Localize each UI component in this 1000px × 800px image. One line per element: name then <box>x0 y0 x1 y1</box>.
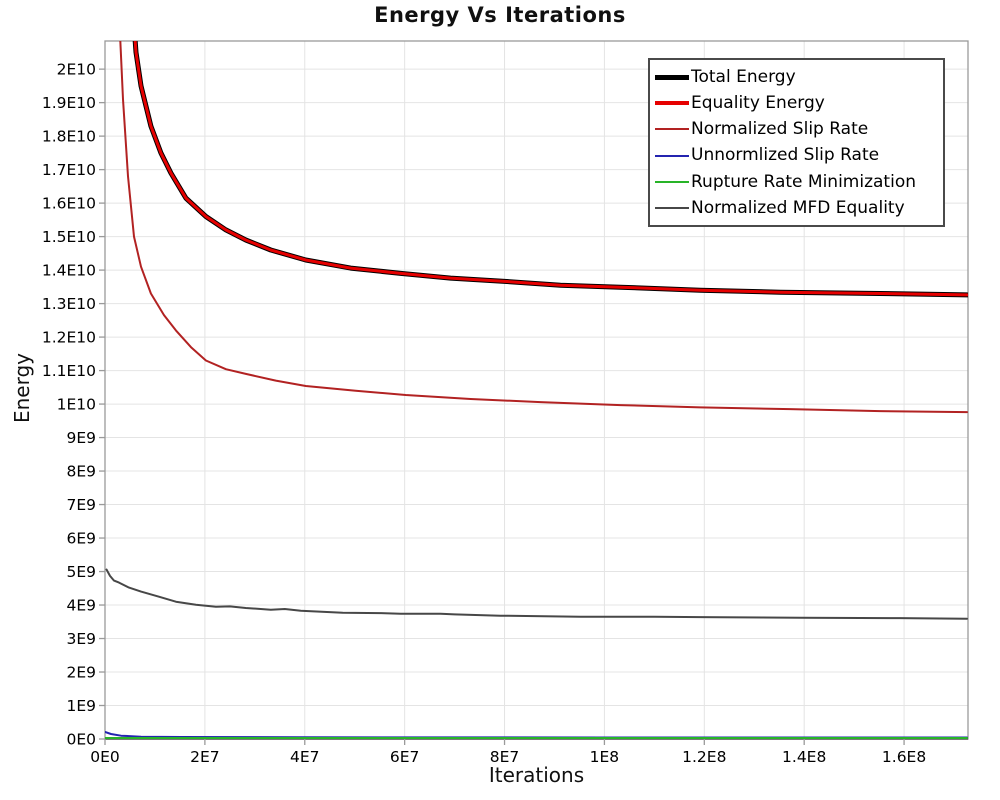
y-tick-label: 1.5E10 <box>42 228 96 246</box>
legend-label: Total Energy <box>691 66 796 87</box>
legend-item-total-energy: Total Energy <box>655 67 938 87</box>
series-line-normalized-mfd-equality <box>105 568 968 620</box>
legend-label: Rupture Rate Minimization <box>691 171 916 192</box>
x-tick-label: 2E7 <box>190 748 220 766</box>
legend-swatch-unnormlized-slip-rate <box>655 154 689 157</box>
legend-item-unnormlized-slip-rate: Unnormlized Slip Rate <box>655 145 938 165</box>
x-axis-label: Iterations <box>488 763 585 787</box>
legend-swatch-rupture-rate-minimization <box>655 180 689 183</box>
legend-item-rupture-rate-minimization: Rupture Rate Minimization <box>655 172 938 192</box>
y-tick-label: 3E9 <box>66 630 96 648</box>
x-tick-label: 1.4E8 <box>782 748 826 766</box>
series-line-unnormlized-slip-rate <box>105 731 968 739</box>
y-tick-label: 2E10 <box>57 61 96 79</box>
x-tick-label: 6E7 <box>390 748 420 766</box>
y-tick-label: 6E9 <box>66 530 96 548</box>
legend-label: Equality Energy <box>691 93 825 114</box>
x-tick-label: 1E8 <box>590 748 620 766</box>
legend-label: Unnormlized Slip Rate <box>691 145 880 166</box>
y-tick-label: 4E9 <box>66 597 96 615</box>
y-tick-label: 5E9 <box>66 563 96 581</box>
y-tick-label: 1.4E10 <box>42 262 96 280</box>
legend-swatch-equality-energy <box>655 101 689 106</box>
chart-title: Energy Vs Iterations <box>374 3 626 27</box>
x-tick-label: 8E7 <box>490 748 520 766</box>
y-axis-label: Energy <box>10 352 34 424</box>
y-tick-label: 8E9 <box>66 463 96 481</box>
y-tick-label: 1E9 <box>66 697 96 715</box>
x-tick-label: 4E7 <box>290 748 320 766</box>
y-tick-label: 0E0 <box>66 731 96 749</box>
legend-swatch-normalized-mfd-equality <box>655 206 689 209</box>
y-tick-label: 1.3E10 <box>42 295 96 313</box>
y-tick-label: 1.6E10 <box>42 195 96 213</box>
y-tick-label: 1.1E10 <box>42 362 96 380</box>
y-tick-label: 1.8E10 <box>42 128 96 146</box>
x-tick-label: 1.2E8 <box>682 748 726 766</box>
series-line-equality-energy <box>133 41 968 297</box>
y-tick-label: 2E9 <box>66 664 96 682</box>
series-line-normalized-slip-rate <box>119 41 968 414</box>
y-tick-label: 9E9 <box>66 429 96 447</box>
legend-box: Total Energy Equality Energy Normalized Sl… <box>648 58 945 227</box>
y-tick-label: 7E9 <box>66 496 96 514</box>
legend-swatch-normalized-slip-rate <box>655 128 689 131</box>
y-tick-label: 1E10 <box>57 396 96 414</box>
legend-item-normalized-mfd-equality: Normalized MFD Equality <box>655 198 938 218</box>
legend-label: Normalized MFD Equality <box>691 197 905 218</box>
y-tick-label: 1.2E10 <box>42 329 96 347</box>
x-tick-label: 1.6E8 <box>882 748 926 766</box>
y-tick-label: 1.7E10 <box>42 161 96 179</box>
y-tick-label: 1.9E10 <box>42 94 96 112</box>
legend-label: Normalized Slip Rate <box>691 119 869 140</box>
legend-item-normalized-slip-rate: Normalized Slip Rate <box>655 119 938 139</box>
legend-swatch-total-energy <box>655 74 689 80</box>
x-tick-label: 0E0 <box>90 748 120 766</box>
legend-item-equality-energy: Equality Energy <box>655 93 938 113</box>
